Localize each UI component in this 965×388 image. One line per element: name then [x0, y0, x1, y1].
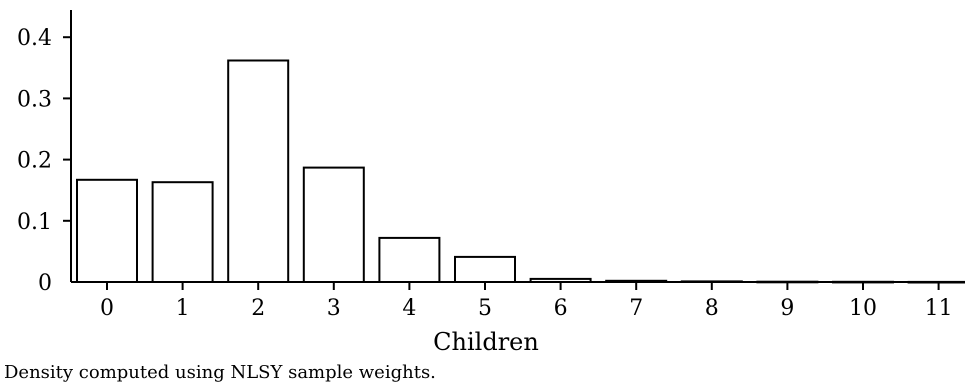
y-tick-label: 0.4: [17, 26, 52, 51]
x-tick-label-3: 3: [327, 296, 341, 321]
bar-5: [454, 255, 516, 283]
x-tick-label-10: 10: [849, 296, 877, 321]
chart-footnote: Density computed using NLSY sample weigh…: [4, 362, 436, 383]
x-tick-label-8: 8: [705, 296, 719, 321]
x-tick-label-9: 9: [780, 296, 794, 321]
bars-group: [76, 59, 965, 284]
y-tick-label: 0.1: [17, 210, 52, 235]
y-tick-label: 0.3: [17, 87, 52, 112]
x-tick-label-11: 11: [925, 296, 953, 321]
y-tick-label: 0: [38, 271, 52, 296]
x-tick-label-5: 5: [478, 296, 492, 321]
bar-2: [227, 59, 290, 283]
x-tick-label-2: 2: [251, 296, 265, 321]
x-tick-label-6: 6: [554, 296, 568, 321]
x-tick-label-0: 0: [100, 296, 114, 321]
bar-3: [302, 166, 365, 284]
bar-0: [76, 178, 138, 283]
x-axis: 0 1 2 3 4 5 6 7 8 9 10 11: [71, 281, 962, 321]
bar-4: [378, 236, 441, 283]
x-tick-label-1: 1: [176, 296, 190, 321]
x-axis-label: Children: [433, 328, 539, 356]
bar-1: [151, 181, 214, 283]
y-tick-label: 0.2: [17, 149, 52, 174]
y-axis: 0 0.1 0.2 0.3 0.4: [17, 10, 72, 296]
x-tick-label-4: 4: [402, 296, 416, 321]
x-tick-label-7: 7: [629, 296, 643, 321]
